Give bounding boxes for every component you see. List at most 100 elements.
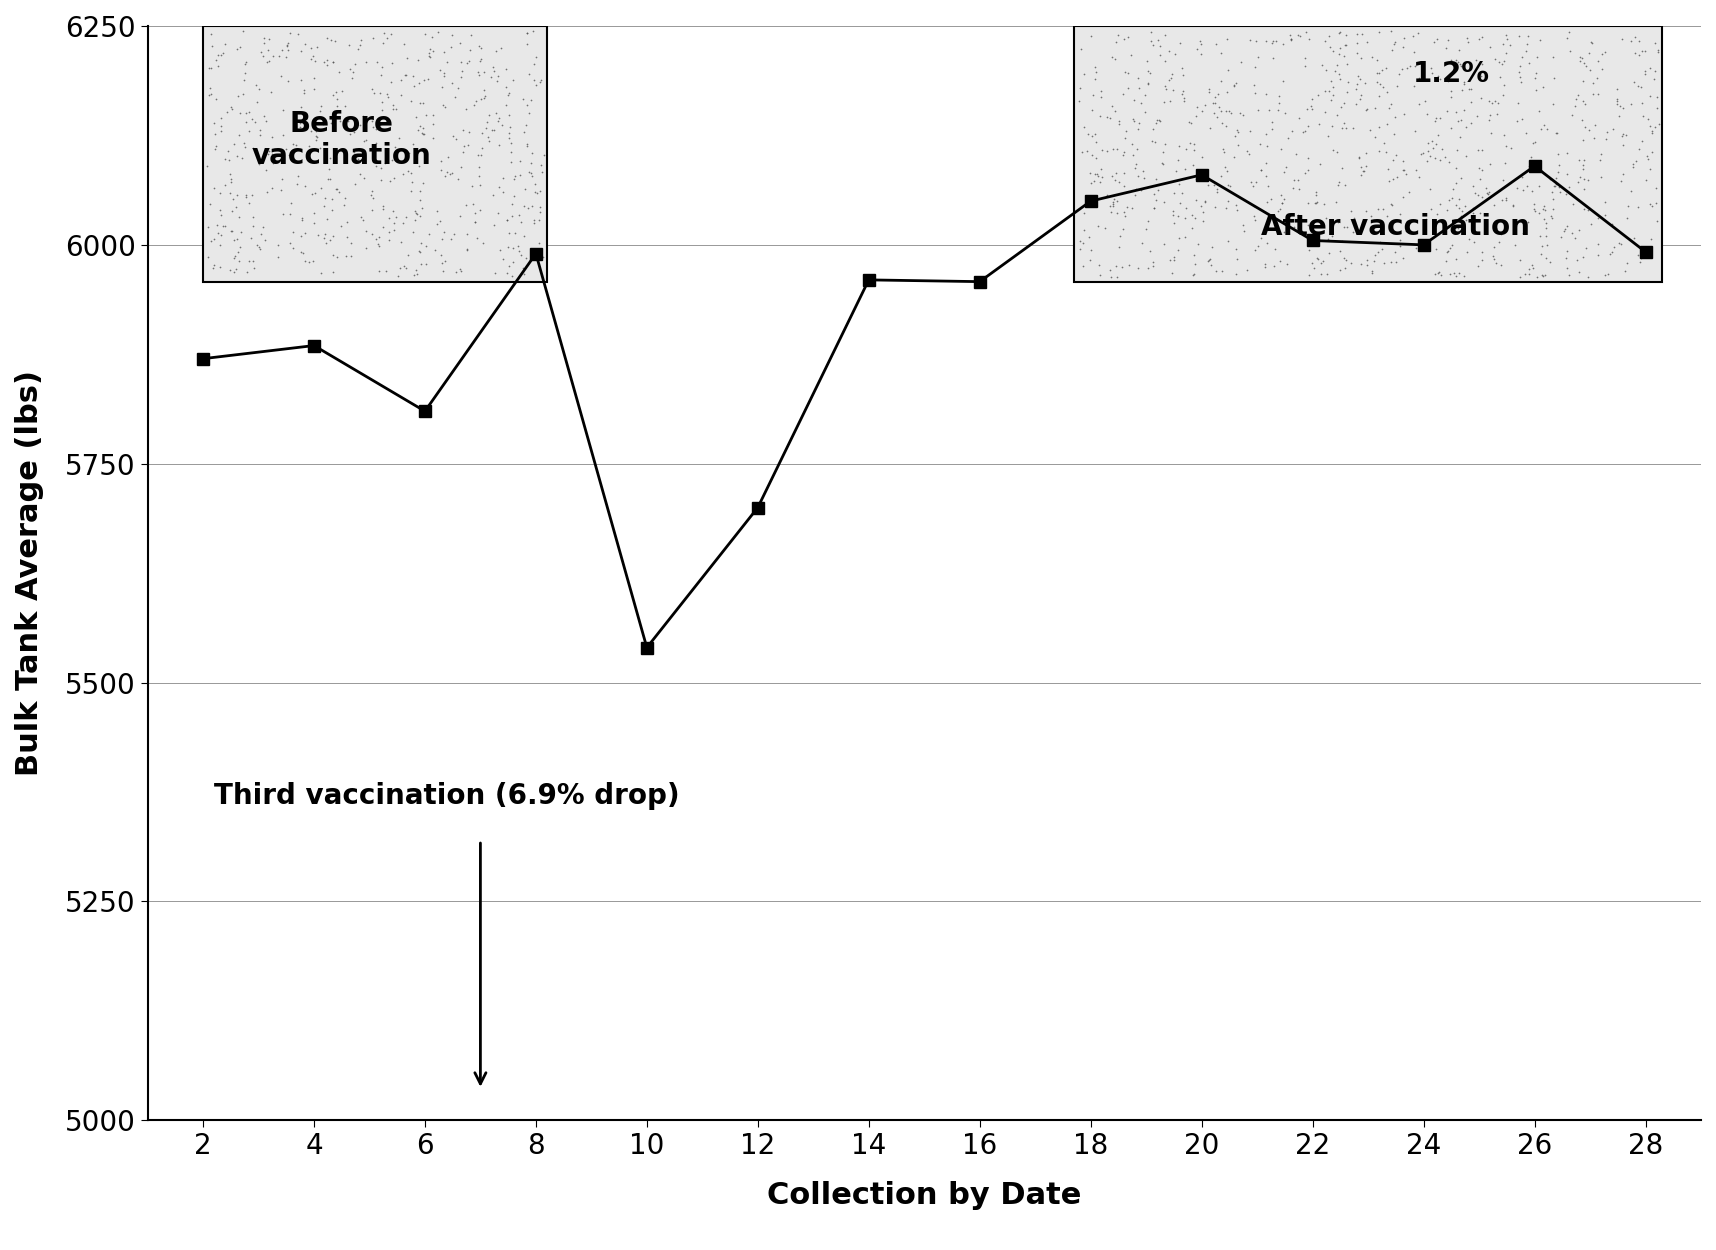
- Point: [366, 115, 393, 135]
- Point: [232, 138, 259, 158]
- Point: [199, 36, 227, 56]
- Point: [1196, 250, 1224, 270]
- Point: [1527, 244, 1555, 264]
- Point: [1134, 72, 1162, 92]
- Point: [273, 139, 300, 159]
- Point: [1175, 111, 1203, 131]
- Point: [1242, 31, 1270, 51]
- Point: [1270, 189, 1297, 209]
- Point: [287, 70, 314, 90]
- Point: [1344, 24, 1371, 44]
- Point: [1479, 246, 1507, 266]
- Point: [1606, 96, 1634, 116]
- Point: [486, 135, 513, 155]
- Point: [1567, 51, 1594, 71]
- Point: [527, 70, 554, 90]
- Point: [1280, 217, 1308, 238]
- Point: [292, 251, 319, 271]
- Point: [465, 65, 492, 85]
- Point: [1390, 28, 1417, 48]
- Point: [1400, 56, 1428, 76]
- Point: [376, 230, 403, 250]
- Point: [1423, 239, 1450, 259]
- Point: [1206, 44, 1234, 64]
- Point: [1616, 94, 1644, 114]
- Point: [1148, 152, 1175, 173]
- Point: [1342, 94, 1369, 114]
- Point: [403, 264, 431, 284]
- Point: [1165, 150, 1193, 170]
- Point: [259, 177, 287, 198]
- Point: [1248, 160, 1275, 180]
- Point: [1534, 235, 1562, 255]
- Point: [429, 222, 456, 243]
- Point: [1395, 181, 1423, 201]
- Point: [1150, 192, 1177, 213]
- Point: [239, 185, 266, 205]
- Point: [374, 86, 402, 106]
- Point: [1555, 265, 1582, 285]
- Point: [1179, 265, 1206, 285]
- Point: [1230, 105, 1258, 125]
- Point: [1627, 248, 1654, 268]
- Point: [1290, 55, 1318, 75]
- Point: [1151, 134, 1179, 154]
- Point: [211, 175, 239, 195]
- Point: [1301, 258, 1328, 278]
- Point: [1078, 145, 1105, 165]
- Point: [1514, 176, 1541, 196]
- Point: [1141, 198, 1169, 217]
- Point: [197, 24, 225, 44]
- Point: [244, 235, 271, 255]
- Point: [400, 76, 427, 96]
- Point: [1591, 265, 1618, 285]
- Point: [1426, 150, 1453, 170]
- Point: [1261, 239, 1289, 259]
- Point: [1628, 92, 1656, 112]
- Point: [1381, 242, 1409, 262]
- Point: [1639, 122, 1666, 142]
- Point: [276, 22, 304, 42]
- Point: [1196, 119, 1224, 139]
- Point: [378, 72, 405, 92]
- Point: [518, 164, 546, 184]
- Point: [1515, 264, 1543, 284]
- Point: [520, 55, 547, 75]
- Point: [225, 86, 252, 106]
- Point: [465, 165, 492, 185]
- Point: [474, 112, 501, 132]
- Point: [415, 42, 443, 62]
- Point: [1230, 221, 1258, 241]
- Point: [1620, 71, 1647, 91]
- Point: [518, 196, 546, 216]
- Point: [196, 194, 223, 214]
- Point: [1270, 222, 1297, 243]
- Point: [1172, 159, 1199, 179]
- Point: [470, 62, 498, 82]
- Point: [292, 176, 319, 196]
- Point: [297, 49, 324, 69]
- Point: [522, 181, 549, 201]
- Point: [1294, 215, 1321, 235]
- Point: [1081, 56, 1109, 76]
- Text: After vaccination: After vaccination: [1261, 214, 1531, 241]
- Point: [1526, 176, 1553, 196]
- Text: Before
vaccination: Before vaccination: [252, 110, 432, 170]
- Point: [242, 75, 269, 95]
- Point: [1467, 88, 1495, 108]
- Point: [1488, 255, 1515, 275]
- Point: [1405, 94, 1433, 114]
- Point: [1110, 127, 1138, 148]
- Point: [1071, 202, 1098, 222]
- Point: [1610, 165, 1637, 185]
- Point: [1127, 180, 1155, 200]
- Point: [1541, 176, 1568, 196]
- Point: [1539, 94, 1567, 114]
- Point: [518, 152, 546, 173]
- Point: [1244, 236, 1272, 256]
- Point: [1318, 226, 1345, 246]
- Point: [1311, 81, 1338, 101]
- Point: [1364, 242, 1392, 262]
- Point: [1584, 208, 1611, 227]
- Point: [1258, 111, 1285, 131]
